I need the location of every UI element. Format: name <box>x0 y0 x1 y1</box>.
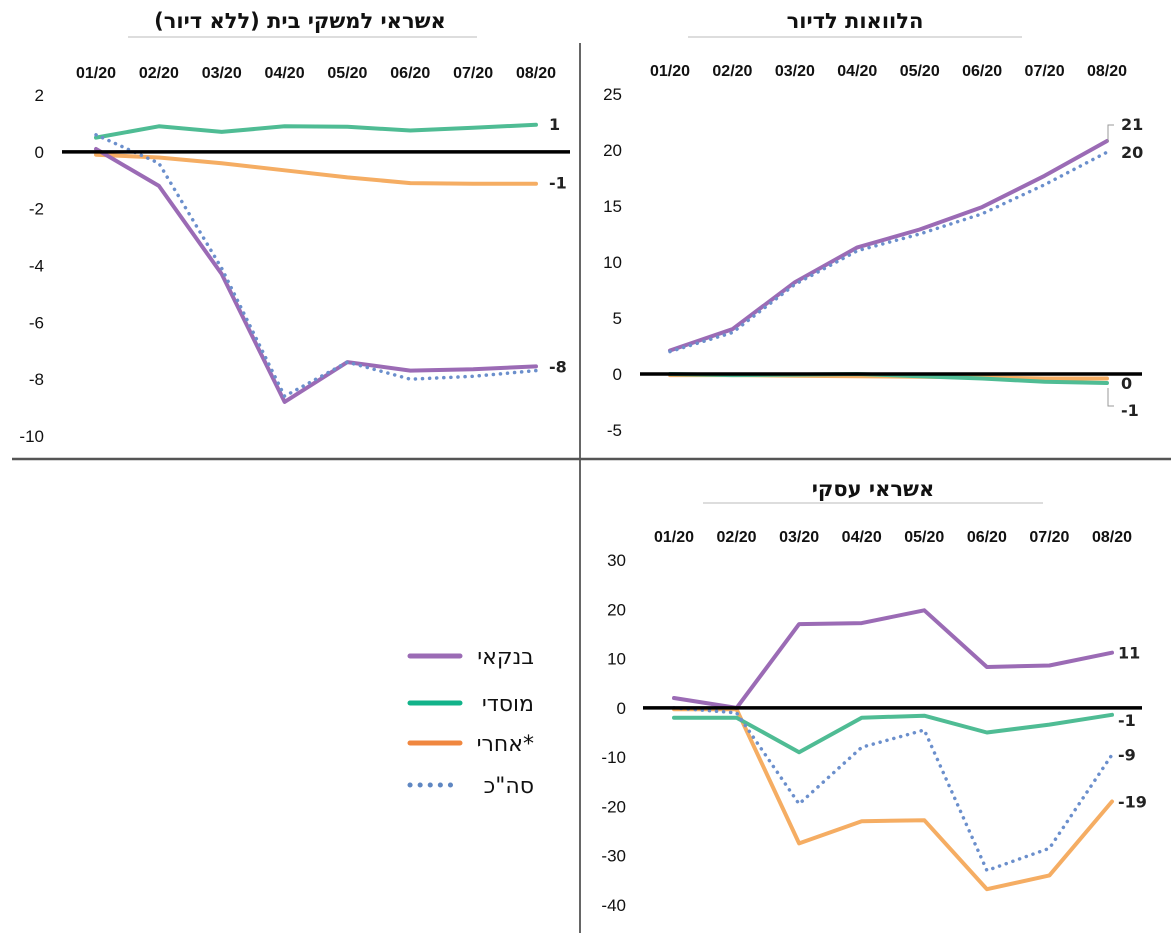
end-value-label: -9 <box>1118 746 1136 765</box>
end-value-label: -1 <box>549 174 567 193</box>
x-tick-label: 03/20 <box>202 65 242 82</box>
y-tick-label: 20 <box>603 141 622 160</box>
legend-label: בנקאי <box>477 645 534 670</box>
y-tick-label: -30 <box>601 847 626 866</box>
end-value-label: -1 <box>1121 401 1139 420</box>
x-tick-label: 05/20 <box>327 65 367 82</box>
y-tick-label: -8 <box>29 370 44 389</box>
y-tick-label: -20 <box>601 797 626 816</box>
series-line-institutional <box>672 712 1114 755</box>
x-tick-label: 08/20 <box>516 65 556 82</box>
series-line-institutional <box>94 122 538 140</box>
x-tick-label: 04/20 <box>842 529 882 546</box>
series-line-banking <box>672 608 1114 710</box>
x-tick-label: 07/20 <box>453 65 493 82</box>
housing-loans-chart: הלוואות לדיור 01/20 02/20 03/20 04/20 05/20 06… <box>603 9 1143 440</box>
y-tick-label: -2 <box>29 200 44 219</box>
y-tick-label: -10 <box>19 427 44 446</box>
x-tick-label: 01/20 <box>650 63 690 80</box>
end-value-label: 11 <box>1118 644 1140 663</box>
x-tick-label: 03/20 <box>775 63 815 80</box>
y-tick-label: 2 <box>35 86 44 105</box>
end-value-label: 20 <box>1121 143 1143 162</box>
legend-label: מוסדי <box>482 692 534 717</box>
y-tick-label: 0 <box>613 365 622 384</box>
y-tick-label: 0 <box>35 143 44 162</box>
y-tick-label: 15 <box>603 197 622 216</box>
panel-dividers <box>12 43 1171 933</box>
x-tick-label: 02/20 <box>139 65 179 82</box>
series-line-total <box>94 133 538 398</box>
end-value-label: 1 <box>549 115 560 134</box>
x-tick-label: 02/20 <box>712 63 752 80</box>
household-credit-chart: אשראי למשקי בית (ללא דיור) 01/20 02/20 03/2… <box>19 9 570 446</box>
y-tick-label: 10 <box>607 650 626 669</box>
end-value-label: -8 <box>549 357 567 376</box>
y-tick-label: 10 <box>603 253 622 272</box>
label-leader <box>1107 124 1114 142</box>
chart-title: אשראי עסקי <box>812 477 935 501</box>
chart-title: אשראי למשקי בית (ללא דיור) <box>154 9 446 33</box>
x-tick-label: 06/20 <box>390 65 430 82</box>
x-tick-label: 02/20 <box>717 529 757 546</box>
series-line-banking <box>668 139 1109 353</box>
y-tick-label: 5 <box>613 309 622 328</box>
y-tick-label: 20 <box>607 600 626 619</box>
y-tick-label: 0 <box>617 699 626 718</box>
series-line-other <box>672 707 1114 892</box>
y-tick-label: 30 <box>607 551 626 570</box>
series-line-total <box>672 706 1114 873</box>
x-tick-label: 07/20 <box>1025 63 1065 80</box>
end-value-label: 0 <box>1121 374 1132 393</box>
x-tick-label: 07/20 <box>1029 529 1069 546</box>
x-tick-label: 06/20 <box>967 529 1007 546</box>
x-tick-label: 06/20 <box>962 63 1002 80</box>
y-tick-label: -6 <box>29 313 44 332</box>
x-tick-label: 03/20 <box>779 529 819 546</box>
series-line-total <box>668 150 1109 354</box>
y-tick-label: -10 <box>601 748 626 767</box>
y-tick-label: -40 <box>601 896 626 915</box>
y-tick-label: -4 <box>29 257 44 276</box>
y-tick-label: 25 <box>603 85 622 104</box>
x-tick-label: 08/20 <box>1092 529 1132 546</box>
end-value-label: -19 <box>1118 793 1147 812</box>
end-value-label: -1 <box>1118 711 1136 730</box>
legend-label: אחרי* <box>477 732 534 757</box>
label-leader <box>1107 388 1114 407</box>
y-tick-label: -5 <box>607 421 622 440</box>
x-tick-label: 08/20 <box>1087 63 1127 80</box>
x-tick-label: 05/20 <box>904 529 944 546</box>
series-line-other <box>94 152 538 186</box>
x-tick-label: 04/20 <box>265 65 305 82</box>
x-tick-label: 04/20 <box>837 63 877 80</box>
x-tick-label: 01/20 <box>76 65 116 82</box>
x-tick-label: 05/20 <box>900 63 940 80</box>
legend-label: סה"כ <box>484 774 534 799</box>
x-tick-label: 01/20 <box>654 529 694 546</box>
legend: בנקאי מוסדי אחרי* סה"כ <box>407 645 534 799</box>
business-credit-chart: אשראי עסקי 01/20 02/20 03/20 04/20 05/20 06/20… <box>601 477 1146 915</box>
chart-title: הלוואות לדיור <box>787 9 924 33</box>
end-value-label: 21 <box>1121 115 1143 134</box>
series-line-banking <box>94 147 538 404</box>
